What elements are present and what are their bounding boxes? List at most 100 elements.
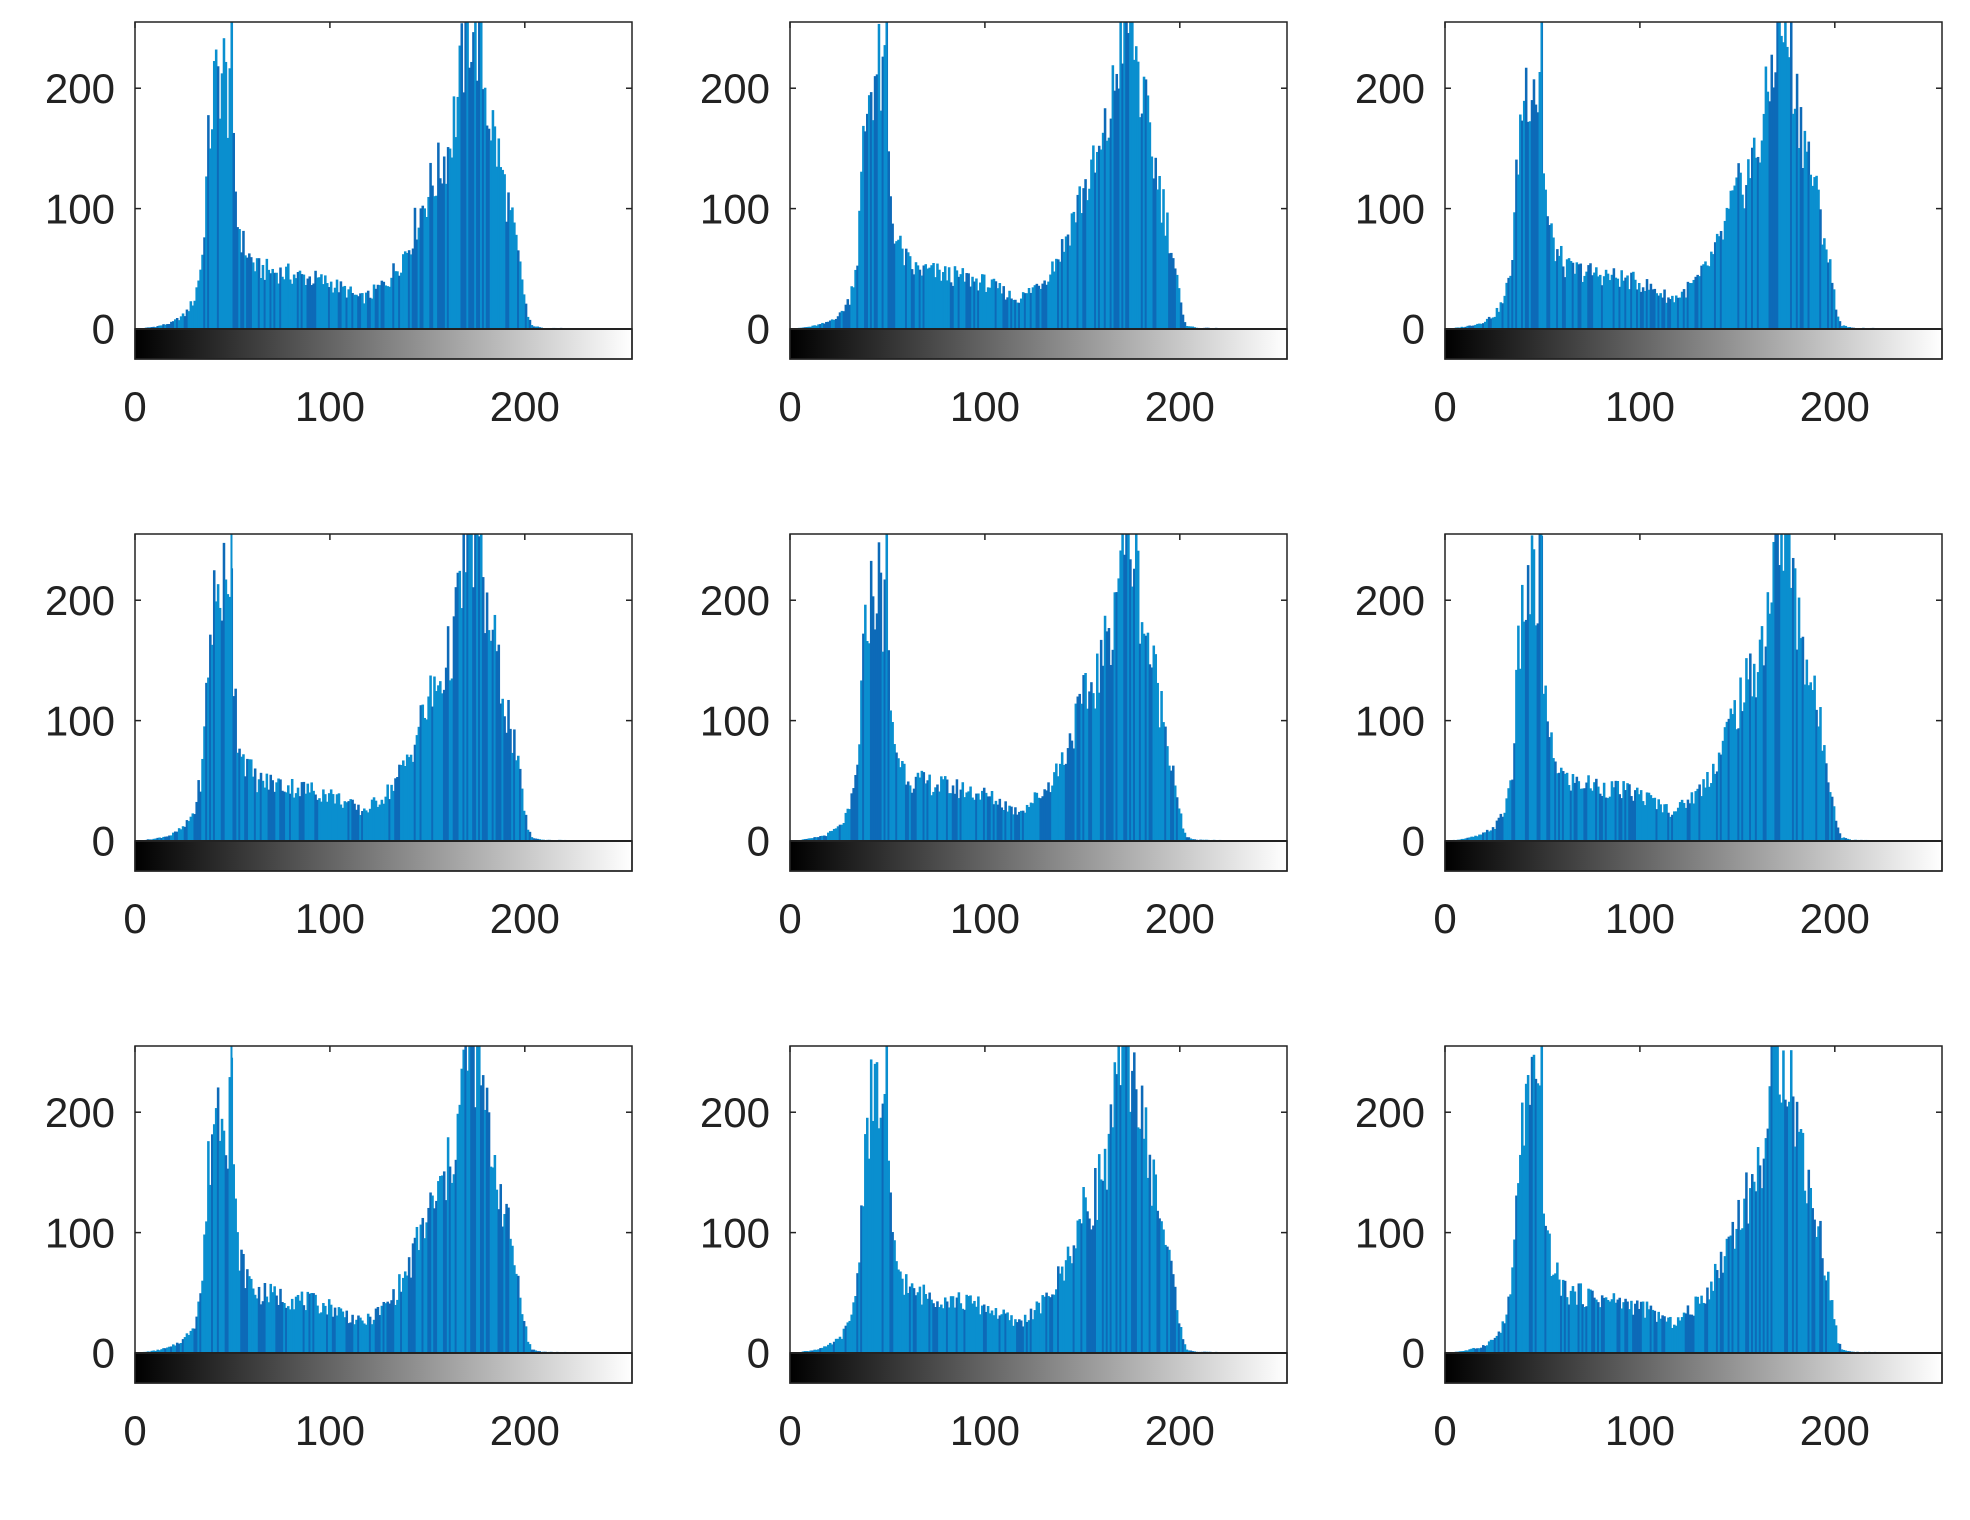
histogram-bar (1694, 1296, 1698, 1353)
histogram-bar (943, 776, 947, 841)
histogram-bar (1062, 251, 1066, 329)
histogram-bar (1532, 549, 1536, 841)
histogram-bar (203, 1234, 206, 1353)
histogram-bar (433, 1208, 436, 1353)
histogram-bar (1164, 726, 1167, 841)
histogram-bar (904, 248, 908, 329)
histogram-bar (522, 1321, 526, 1353)
histogram-bar (400, 765, 403, 841)
histogram-bar (926, 1298, 929, 1353)
histogram-bar (478, 22, 481, 329)
histogram-bar (505, 1203, 508, 1353)
histogram-bar (1546, 1230, 1549, 1353)
histogram-bar (971, 797, 974, 841)
histogram-bar (1086, 200, 1089, 329)
histogram-bar (819, 1348, 822, 1353)
histogram-bar (419, 1224, 423, 1353)
histogram-bar (854, 775, 857, 841)
histogram-bar (1647, 289, 1651, 329)
histogram-bar (986, 287, 990, 329)
histogram-bar (1074, 1248, 1078, 1353)
histogram-bar (306, 783, 310, 841)
histogram-bar (1497, 1331, 1501, 1353)
histogram-bar (1156, 1210, 1159, 1353)
histogram-bar (949, 282, 953, 329)
histogram-bar (1618, 794, 1621, 841)
histogram-bar (1115, 1074, 1119, 1353)
histogram-bar (924, 783, 928, 841)
histogram-bar (162, 324, 165, 329)
histogram-bar (1795, 1101, 1799, 1353)
histogram-bar (1645, 279, 1649, 329)
histogram-bar (1639, 1301, 1643, 1353)
histogram-bar (877, 1128, 881, 1353)
histogram-bar (382, 1301, 386, 1353)
histogram-bar (1086, 1211, 1089, 1353)
x-tick-label: 200 (1800, 383, 1870, 430)
histogram-bar (185, 820, 189, 841)
histogram-bar (1101, 132, 1105, 329)
histogram-bar (1474, 324, 1477, 329)
histogram-bar (1487, 316, 1491, 329)
histogram-bar (329, 1304, 333, 1353)
histogram-bar (1025, 293, 1029, 329)
histogram-bar (1823, 745, 1826, 841)
histogram-bar (1758, 162, 1762, 329)
histogram-bar (1832, 289, 1836, 329)
histogram-bar (934, 787, 937, 841)
histogram-bar (195, 1316, 198, 1353)
histogram-bar (339, 1308, 343, 1353)
histogram-bar (218, 118, 222, 330)
histogram-bar (1793, 1146, 1797, 1353)
histogram-bar (417, 1250, 421, 1353)
histogram-bar (197, 280, 200, 329)
histogram-bar (809, 838, 813, 841)
histogram-bar (1788, 534, 1791, 841)
histogram-bar (1002, 286, 1005, 329)
histogram-bar (1674, 295, 1678, 329)
histogram-bar (1166, 1246, 1169, 1353)
histogram-bar (949, 1296, 953, 1353)
histogram-bar (1766, 1128, 1770, 1353)
histogram-bar (1534, 625, 1538, 841)
histogram-bar (973, 799, 976, 841)
histogram-bar (1778, 1094, 1781, 1353)
histogram-bar (156, 1349, 159, 1353)
histogram-bar (292, 1309, 296, 1353)
histogram-bar (355, 294, 358, 329)
histogram-bar (1678, 297, 1682, 329)
histogram-bar (1175, 1310, 1179, 1353)
histogram-bar (1183, 1344, 1187, 1353)
histogram-bar (1579, 1283, 1583, 1353)
histogram-bar (988, 1313, 992, 1353)
histogram-bar (1581, 788, 1584, 841)
histogram-bar (374, 1308, 378, 1353)
histogram-bar (349, 799, 352, 841)
histogram-bar (1610, 1299, 1614, 1353)
histogram-bar (1694, 791, 1698, 841)
histogram-bar (505, 732, 508, 841)
histogram-bar (259, 278, 263, 329)
histogram-bar (1468, 1349, 1471, 1353)
histogram-bar (1503, 812, 1507, 841)
histogram-bar (1548, 225, 1551, 329)
histogram-bar (444, 183, 448, 329)
histogram-bar (1051, 785, 1054, 841)
histogram-bar (1041, 796, 1044, 841)
histogram-bar (1066, 1246, 1070, 1353)
histogram-bar (193, 814, 197, 841)
histogram-bar (511, 752, 514, 841)
histogram-bar (1700, 1295, 1703, 1353)
histogram-bar (411, 248, 415, 329)
histogram-bar (405, 1275, 409, 1353)
histogram-bar (222, 38, 226, 329)
x-tick-label: 0 (1433, 383, 1456, 430)
histogram-bar (1721, 239, 1725, 329)
histogram-bar (304, 285, 308, 329)
histogram-bar (1099, 639, 1103, 841)
histogram-bar (173, 1345, 177, 1353)
histogram-bar (1749, 653, 1752, 841)
histogram-bar (1076, 696, 1080, 841)
histogram-bar (1156, 189, 1159, 329)
